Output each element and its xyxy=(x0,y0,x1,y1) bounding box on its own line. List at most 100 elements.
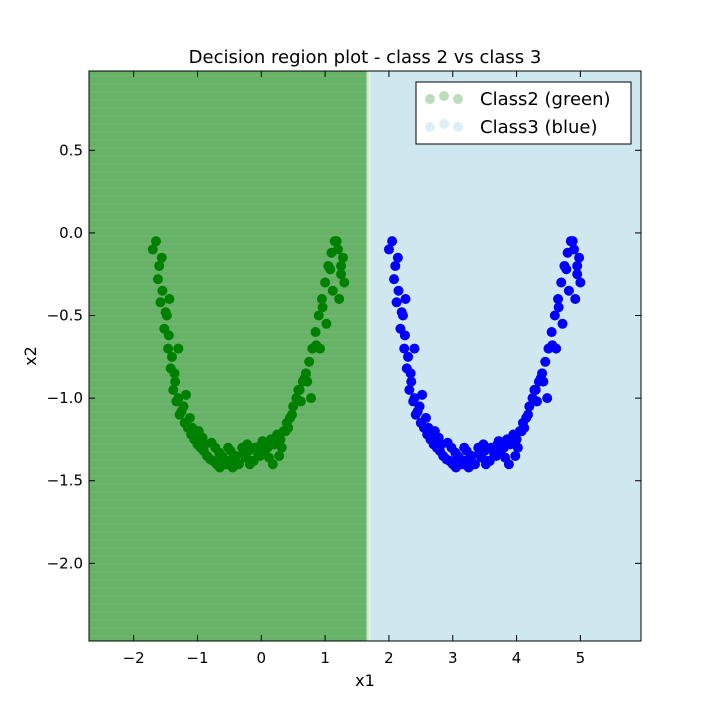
point-series-1 xyxy=(286,409,297,420)
point-series-2 xyxy=(523,409,534,420)
point-series-2 xyxy=(524,401,535,412)
point-series-1 xyxy=(184,412,195,423)
x-axis-label: x1 xyxy=(355,671,375,690)
point-series-2 xyxy=(570,294,581,304)
decision-regions xyxy=(89,71,641,641)
point-series-2 xyxy=(410,409,421,420)
y-tick-label: −1.0 xyxy=(47,389,83,407)
point-series-1 xyxy=(197,432,208,443)
point-series-1 xyxy=(274,450,285,461)
point-series-2 xyxy=(510,450,521,461)
y-axis-label: x2 xyxy=(21,346,40,366)
point-series-2 xyxy=(516,426,527,437)
point-series-2 xyxy=(392,252,403,263)
region-texture xyxy=(89,71,369,641)
point-series-2 xyxy=(572,260,583,271)
y-tick-label: 0.5 xyxy=(59,141,83,159)
x-tick-label: 0 xyxy=(257,649,267,667)
point-series-2 xyxy=(383,244,394,255)
point-series-1 xyxy=(293,384,304,395)
point-series-2 xyxy=(420,412,431,423)
x-tick-label: 1 xyxy=(320,649,330,667)
point-series-1 xyxy=(327,285,338,296)
point-series-1 xyxy=(187,422,198,433)
x-tick-label: −1 xyxy=(186,649,208,667)
point-series-1 xyxy=(302,376,313,387)
x-tick-label: 4 xyxy=(512,649,522,667)
point-series-1 xyxy=(157,285,168,296)
legend-label: Class2 (green) xyxy=(480,89,611,110)
point-series-1 xyxy=(229,452,240,463)
legend-marker xyxy=(439,91,449,101)
y-tick-label: 0.0 xyxy=(59,224,83,242)
point-series-1 xyxy=(166,351,177,362)
point-series-1 xyxy=(310,327,321,338)
point-series-1 xyxy=(276,442,287,453)
point-series-1 xyxy=(173,343,184,354)
point-series-2 xyxy=(556,277,567,288)
point-series-2 xyxy=(567,236,578,247)
point-series-2 xyxy=(474,447,485,458)
point-series-1 xyxy=(154,260,165,271)
point-series-1 xyxy=(206,437,217,448)
point-series-1 xyxy=(331,236,342,247)
point-series-2 xyxy=(531,396,542,407)
point-series-2 xyxy=(391,297,402,308)
point-series-2 xyxy=(574,252,585,263)
point-series-1 xyxy=(238,447,249,458)
point-series-2 xyxy=(417,389,428,400)
point-series-1 xyxy=(288,401,299,412)
point-series-2 xyxy=(546,327,557,338)
x-tick-label: 3 xyxy=(448,649,458,667)
plot-frame xyxy=(88,70,642,642)
point-series-2 xyxy=(547,340,558,351)
point-series-2 xyxy=(406,376,417,387)
point-series-1 xyxy=(223,442,234,453)
point-series-1 xyxy=(321,318,332,329)
x-axis: −2 −1 0 1 2 3 4 5 xyxy=(123,71,585,667)
point-series-2 xyxy=(395,323,406,334)
point-series-2 xyxy=(423,422,434,433)
point-series-1 xyxy=(163,343,174,354)
point-series-1 xyxy=(336,269,347,280)
point-series-1 xyxy=(164,294,175,304)
x-tick-label: −2 xyxy=(123,649,145,667)
point-series-1 xyxy=(336,260,347,271)
point-series-1 xyxy=(168,384,179,395)
point-series-2 xyxy=(549,310,560,321)
point-series-1 xyxy=(171,396,182,407)
point-series-2 xyxy=(575,277,586,288)
point-series-1 xyxy=(159,323,170,334)
point-series-2 xyxy=(538,376,549,387)
point-series-1 xyxy=(261,442,272,453)
point-series-2 xyxy=(393,285,404,296)
point-series-1 xyxy=(313,310,324,321)
point-series-2 xyxy=(480,459,491,470)
legend-marker xyxy=(425,94,435,104)
point-series-2 xyxy=(563,285,574,296)
point-series-2 xyxy=(568,244,579,255)
point-series-2 xyxy=(540,356,551,367)
point-series-2 xyxy=(553,294,564,304)
point-series-2 xyxy=(506,432,517,443)
point-series-1 xyxy=(334,294,345,304)
point-series-2 xyxy=(399,343,410,354)
point-series-2 xyxy=(478,439,489,450)
point-series-2 xyxy=(491,450,502,461)
chart-title: Decision region plot - class 2 vs class … xyxy=(189,47,542,68)
point-series-1 xyxy=(325,264,336,275)
point-series-1 xyxy=(337,252,348,263)
point-series-1 xyxy=(280,426,291,437)
point-series-2 xyxy=(450,447,461,458)
point-series-2 xyxy=(404,384,415,395)
point-series-1 xyxy=(151,236,162,247)
point-series-2 xyxy=(542,393,553,404)
point-series-1 xyxy=(255,450,266,461)
legend: Class2 (green) Class3 (blue) xyxy=(415,81,632,145)
point-series-1 xyxy=(242,439,253,450)
point-series-1 xyxy=(306,393,317,404)
point-series-1 xyxy=(267,459,278,470)
y-tick-label: −0.5 xyxy=(47,307,83,325)
point-series-2 xyxy=(572,269,583,280)
